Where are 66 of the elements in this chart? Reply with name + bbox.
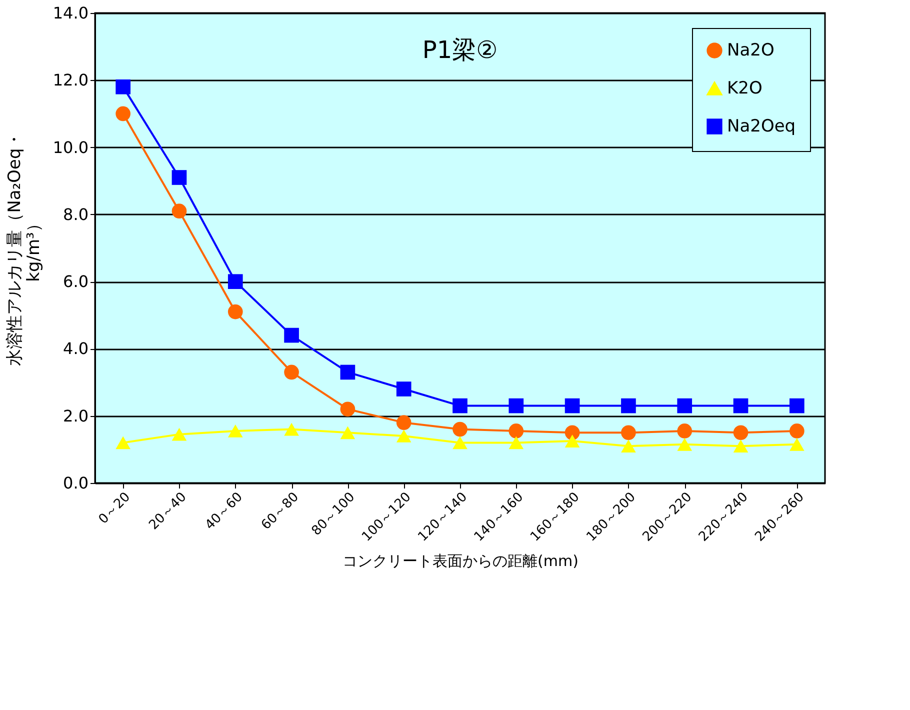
text: P1梁② bbox=[422, 36, 498, 64]
point bbox=[564, 434, 580, 448]
x-tick-label: 100～120 bbox=[359, 490, 414, 545]
point bbox=[790, 438, 804, 451]
point bbox=[677, 438, 692, 451]
point bbox=[677, 424, 692, 438]
point bbox=[284, 364, 299, 380]
y-tick-label: 8.0 bbox=[63, 204, 88, 224]
point bbox=[621, 440, 636, 452]
x-axis-title: コンクリート表面からの距離(mm) bbox=[342, 552, 578, 570]
y-tick-label: 14.0 bbox=[52, 4, 88, 22]
point bbox=[508, 436, 524, 450]
legend-label: Na2O bbox=[727, 40, 774, 60]
point bbox=[116, 106, 130, 122]
point bbox=[396, 382, 412, 396]
x-tick-label: 20～40 bbox=[146, 490, 190, 533]
y-tick-label: 4.0 bbox=[63, 339, 88, 358]
x-tick-label: 180～200 bbox=[584, 490, 639, 545]
point bbox=[228, 274, 243, 289]
x-tick-label: 0～20 bbox=[96, 490, 134, 528]
x-tick-label: 240～260 bbox=[752, 490, 808, 545]
point bbox=[284, 328, 299, 343]
point bbox=[508, 398, 524, 414]
y-tick-label: 2.0 bbox=[63, 406, 88, 426]
x-tick-label: 60～80 bbox=[258, 490, 302, 533]
x-tick-label: 200～220 bbox=[640, 490, 696, 545]
point bbox=[508, 424, 524, 438]
x-tick-label: 80～100 bbox=[309, 490, 358, 539]
y-axis-title: 水溶性アルカリ量（Na₂Oeq・kg/m³） bbox=[4, 131, 44, 366]
x-tick-label: 160～180 bbox=[528, 490, 583, 545]
legend-label: Na2Oeq bbox=[727, 116, 796, 136]
point bbox=[733, 398, 748, 414]
point bbox=[564, 398, 580, 414]
point bbox=[172, 204, 187, 218]
y-tick-label: 10.0 bbox=[52, 138, 88, 157]
point bbox=[228, 424, 243, 438]
point bbox=[172, 428, 187, 441]
point bbox=[621, 425, 636, 440]
point bbox=[284, 422, 299, 436]
x-tick-label: 40～60 bbox=[202, 490, 246, 533]
y-tick-label: 0.0 bbox=[63, 474, 88, 492]
point bbox=[452, 422, 468, 437]
point bbox=[452, 436, 468, 450]
point bbox=[172, 170, 187, 185]
point bbox=[340, 426, 356, 440]
point bbox=[790, 424, 804, 438]
point bbox=[228, 304, 243, 320]
point bbox=[340, 364, 356, 380]
legend-label: K2O bbox=[727, 78, 762, 98]
point bbox=[396, 430, 412, 442]
x-tick-label: 220～240 bbox=[696, 490, 752, 545]
y-tick-label: 12.0 bbox=[52, 70, 88, 90]
point bbox=[564, 425, 580, 440]
y-tick-label: 6.0 bbox=[63, 272, 88, 292]
point bbox=[116, 79, 130, 94]
point bbox=[340, 402, 356, 417]
point bbox=[116, 436, 130, 450]
point bbox=[790, 398, 804, 414]
point bbox=[677, 398, 692, 414]
x-tick-label: 140～160 bbox=[472, 490, 527, 545]
x-tick-label: 120～140 bbox=[416, 490, 470, 545]
point bbox=[733, 425, 748, 440]
point bbox=[396, 415, 412, 430]
point bbox=[733, 440, 748, 452]
point bbox=[621, 398, 636, 414]
point bbox=[452, 398, 468, 414]
